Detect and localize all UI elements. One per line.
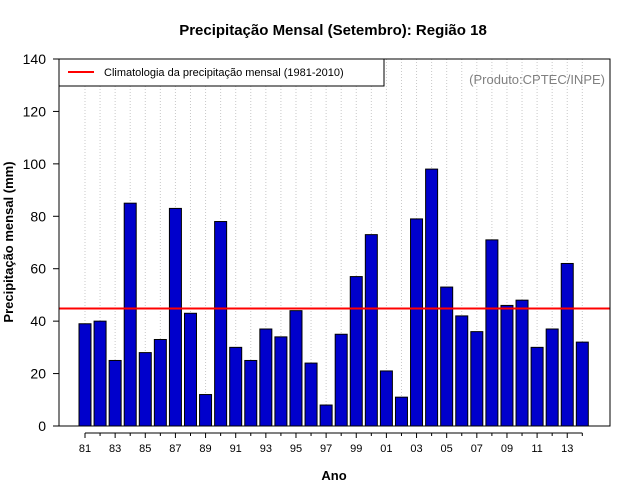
bar-02 <box>394 396 408 427</box>
bar-09 <box>500 304 514 427</box>
bar-04 <box>425 168 439 427</box>
y-tick-label: 120 <box>23 103 47 119</box>
bar-83 <box>108 359 122 427</box>
bar-03 <box>410 218 424 427</box>
bar-99 <box>349 276 363 427</box>
y-tick-label: 60 <box>30 261 46 277</box>
bar-10 <box>515 299 529 427</box>
x-tick-label: 07 <box>471 443 483 455</box>
bar-84 <box>123 202 137 427</box>
x-tick-label: 01 <box>380 443 392 455</box>
bar-92 <box>244 359 258 427</box>
x-tick-label: 81 <box>79 443 91 455</box>
bar-89 <box>199 394 213 427</box>
bar-95 <box>289 310 303 427</box>
x-tick-label: 89 <box>199 443 211 455</box>
bar-97 <box>319 404 333 427</box>
chart-title: Precipitação Mensal (Setembro): Região 1… <box>179 22 487 39</box>
bar-86 <box>153 338 167 427</box>
bars <box>78 168 589 427</box>
x-tick-label: 97 <box>320 443 332 455</box>
x-tick-label: 95 <box>290 443 302 455</box>
y-tick-label: 20 <box>30 366 46 382</box>
x-tick-label: 05 <box>441 443 453 455</box>
x-tick-label: 91 <box>230 443 242 455</box>
bar-82 <box>93 320 107 427</box>
y-axis-label: Precipitação mensal (mm) <box>1 161 16 322</box>
x-tick-label: 99 <box>350 443 362 455</box>
x-tick-label: 03 <box>410 443 422 455</box>
bar-85 <box>138 352 152 427</box>
bar-13 <box>560 262 574 427</box>
x-tick-label: 83 <box>109 443 121 455</box>
bar-08 <box>485 239 499 427</box>
y-tick-label: 100 <box>23 156 47 172</box>
y-tick-label: 140 <box>23 51 47 67</box>
legend-box <box>58 58 385 87</box>
x-tick-label: 93 <box>260 443 272 455</box>
y-axis: 0 20 40 60 80 100 120 140 <box>23 51 59 434</box>
bar-11 <box>530 346 544 427</box>
x-tick-label: 13 <box>561 443 573 455</box>
x-tick-label: 87 <box>169 443 181 455</box>
bar-06 <box>455 315 469 427</box>
bar-81 <box>78 323 92 427</box>
bar-94 <box>274 336 288 427</box>
bar-96 <box>304 362 318 427</box>
x-tick-label: 11 <box>531 443 542 455</box>
bar-93 <box>259 328 273 427</box>
y-tick-label: 40 <box>30 313 46 329</box>
bar-88 <box>183 312 197 427</box>
bar-12 <box>545 328 559 427</box>
y-tick-label: 80 <box>30 208 46 224</box>
x-tick-label: 09 <box>501 443 513 455</box>
legend-label: Climatologia da precipitação mensal (198… <box>104 67 344 79</box>
source-note: (Produto:CPTEC/INPE) <box>469 72 605 87</box>
bar-01 <box>379 370 393 427</box>
legend: Climatologia da precipitação mensal (198… <box>58 58 385 87</box>
bar-07 <box>470 331 484 427</box>
x-axis-label: Ano <box>321 468 346 483</box>
bar-14 <box>575 341 589 427</box>
bar-98 <box>334 333 348 427</box>
bar-90 <box>214 221 228 427</box>
bar-91 <box>229 346 243 427</box>
bar-87 <box>168 207 182 427</box>
x-tick-label: 85 <box>139 443 151 455</box>
y-tick-label: 0 <box>38 418 46 434</box>
x-axis: 81 83 85 87 89 91 93 95 97 99 01 03 05 07 09 11 13 <box>79 432 583 455</box>
bar-00 <box>364 234 378 427</box>
